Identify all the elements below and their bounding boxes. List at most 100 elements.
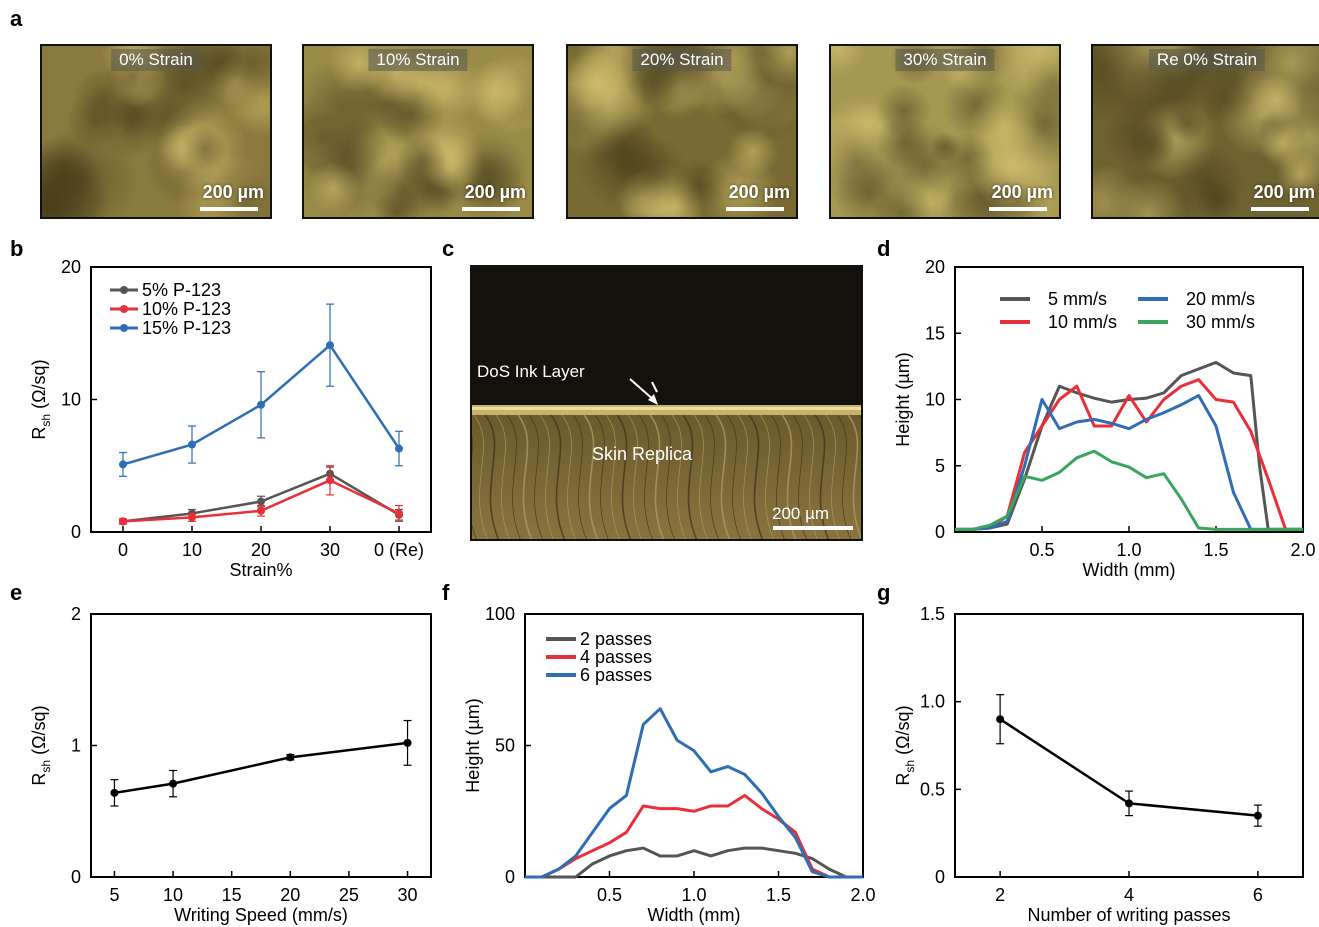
legend-marker [120,286,128,294]
replica-streak [770,414,785,539]
replica-streak [759,414,774,539]
y-axis-label: Height (µm) [893,352,913,446]
data-point [286,753,295,762]
replica-streak [748,414,764,539]
y-axis-label: Rsh (Ω/sq) [29,359,53,439]
micrograph-10: 10% Strain 200 µm [302,44,534,219]
legend-label: 30 mm/s [1186,312,1255,332]
ink-label: DoS Ink Layer [477,362,585,381]
replica-streak [583,414,599,539]
x-tick-label: 0 [118,540,128,560]
legend-marker [120,305,128,313]
data-point [1125,799,1133,808]
replica-streak [704,414,719,539]
chart-f: 0 50 100 0.5 1.0 1.5 2.0 Width (mm) Height (µm) 2… [463,604,876,925]
panel-letter-a: a [10,6,23,31]
replica-streak [814,414,830,539]
legend-label: 6 passes [580,665,652,685]
y-tick-label: 10 [925,390,945,410]
data-point [257,497,265,506]
y-tick-label: 0 [935,522,945,542]
micrograph-texture [304,46,532,217]
data-point [110,788,119,797]
x-tick-label: 2.0 [850,885,875,905]
scale-bar [1251,207,1309,211]
y-axis-label: Height (µm) [463,698,483,792]
scale-bar-label: 200 µm [728,182,790,202]
micrograph-texture [568,46,796,217]
replica-streak [726,414,741,539]
micrograph-re0: Re 0% Strain 200 µm [1091,44,1319,219]
data-point [326,476,334,485]
y-tick-label: 0 [505,867,515,887]
micrograph-label: 30% Strain [895,49,995,71]
series-line [525,707,863,879]
cross-section-drawing: DoS Ink Layer Skin Replica 200 µm [472,267,861,539]
replica-streak [528,414,543,539]
micrograph-texture [1093,46,1319,217]
replica-texture [472,414,861,539]
x-tick-label: 20 [280,885,300,905]
y-tick-label: 0 [935,867,945,887]
x-tick-label: 30 [398,885,418,905]
replica-streak [517,414,533,539]
legend-label: 20 mm/s [1186,289,1255,309]
plot-frame [524,613,864,878]
chart-d: 0 5 10 15 20 0.5 1.0 1.5 2.0 Width (mm) Height (µm… [893,257,1316,580]
replica-streak [506,414,521,539]
chart-b: 0 10 20 0 10 20 30 0 (Re) Strain% Rsh (Ω/sq) 5% P-… [29,257,432,580]
x-tick-label: 4 [1124,885,1134,905]
micrograph-label: 0% Strain [111,49,201,71]
data-point [395,444,403,453]
y-tick-label: 2 [71,604,81,624]
scale-bar-label: 200 µm [1253,182,1315,202]
data-point [257,506,265,515]
y-tick-label: 20 [925,257,945,277]
y-tick-label: 1.0 [920,692,945,712]
x-tick-label: 5 [109,885,119,905]
y-tick-label: 0 [71,522,81,542]
replica-streak [682,414,698,539]
x-tick-label: 1.0 [681,885,706,905]
ink-layer-highlight [472,407,861,410]
arrow-shaft [651,381,658,393]
y-tick-label: 1 [71,736,81,756]
x-axis-label: Number of writing passes [1027,905,1230,925]
replica-streak [825,414,840,539]
x-tick-label: 1.5 [1203,540,1228,560]
legend-marker [120,324,128,332]
replica-streak [539,414,554,539]
series-line [525,793,863,879]
data-point [1253,811,1262,820]
panel-letter-e: e [10,580,23,605]
legend-label: 10 mm/s [1048,312,1117,332]
data-point [119,517,127,526]
x-tick-label: 0 (Re) [374,540,424,560]
replica-streak [627,414,642,539]
panel-letter-b: b [10,236,24,261]
legend-label: 5% P-123 [142,280,221,300]
y-tick-label: 0 [71,867,81,887]
x-axis-label: Writing Speed (mm/s) [174,905,348,925]
x-tick-label: 6 [1253,885,1263,905]
chart-g: 0 0.5 1.0 1.5 2 4 6 Number of writing passes Rsh… [893,604,1304,925]
replica-streak [792,414,807,539]
y-tick-label: 1.5 [920,604,945,624]
legend-label: 5 mm/s [1048,289,1107,309]
x-axis-label: Width (mm) [648,905,741,925]
data-point [119,460,127,469]
replica-streak [715,414,731,539]
y-axis-label: Rsh (Ω/sq) [29,705,53,785]
plot-frame [954,613,1304,878]
arrow-head [648,394,658,405]
scale-bar-label: 200 µm [202,182,264,202]
y-tick-label: 50 [495,736,515,756]
legend-label: 4 passes [580,647,652,667]
scale-bar-label: 200 µm [991,182,1053,202]
x-tick-label: 2 [995,885,1005,905]
replica-streak [660,414,675,539]
scale-bar-label: 200 µm [772,504,829,523]
y-axis-label: Rsh (Ω/sq) [893,705,917,785]
scale-bar [989,207,1047,211]
